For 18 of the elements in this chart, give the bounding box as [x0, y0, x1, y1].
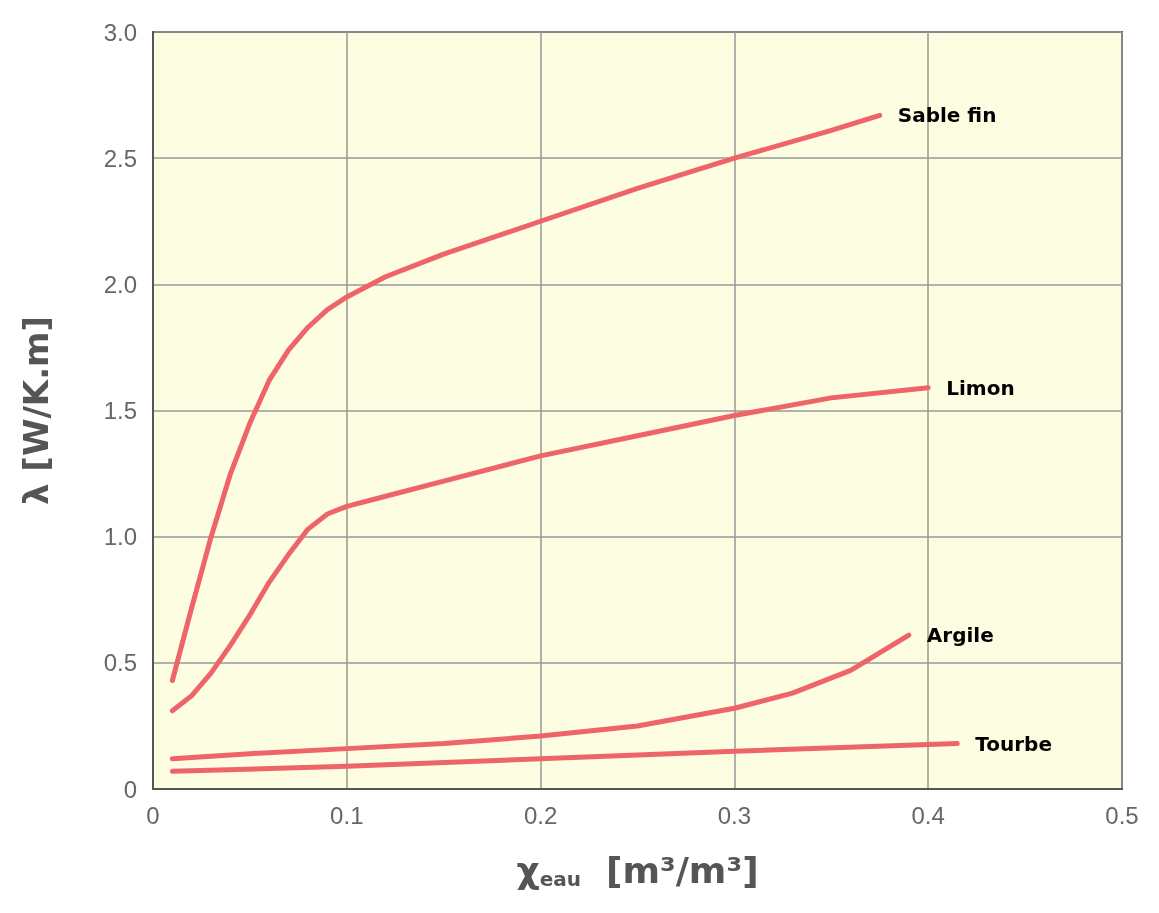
- x-tick-label: 0.5: [1105, 801, 1139, 829]
- series-label: Limon: [946, 375, 1015, 400]
- y-tick-label: 0.5: [103, 649, 137, 677]
- x-tick-label: 0: [146, 801, 160, 829]
- y-tick-label: 2.0: [103, 270, 137, 298]
- y-tick-label: 3.0: [103, 18, 137, 46]
- y-tick-label: 2.5: [103, 144, 137, 172]
- x-tick-label: 0.1: [330, 801, 364, 829]
- x-tick-label: 0.3: [717, 801, 752, 829]
- x-tick-label: 0.2: [523, 801, 558, 829]
- y-tick-label: 1.0: [103, 523, 137, 551]
- series-label: Tourbe: [975, 731, 1052, 756]
- y-tick-label: 0: [123, 775, 137, 803]
- y-axis-title: λ [W/K.m]: [16, 315, 56, 506]
- x-tick-label: 0.4: [911, 801, 945, 829]
- series-label: Sable fin: [897, 103, 997, 128]
- series-label: Argile: [926, 623, 994, 648]
- y-tick-label: 1.5: [103, 397, 137, 424]
